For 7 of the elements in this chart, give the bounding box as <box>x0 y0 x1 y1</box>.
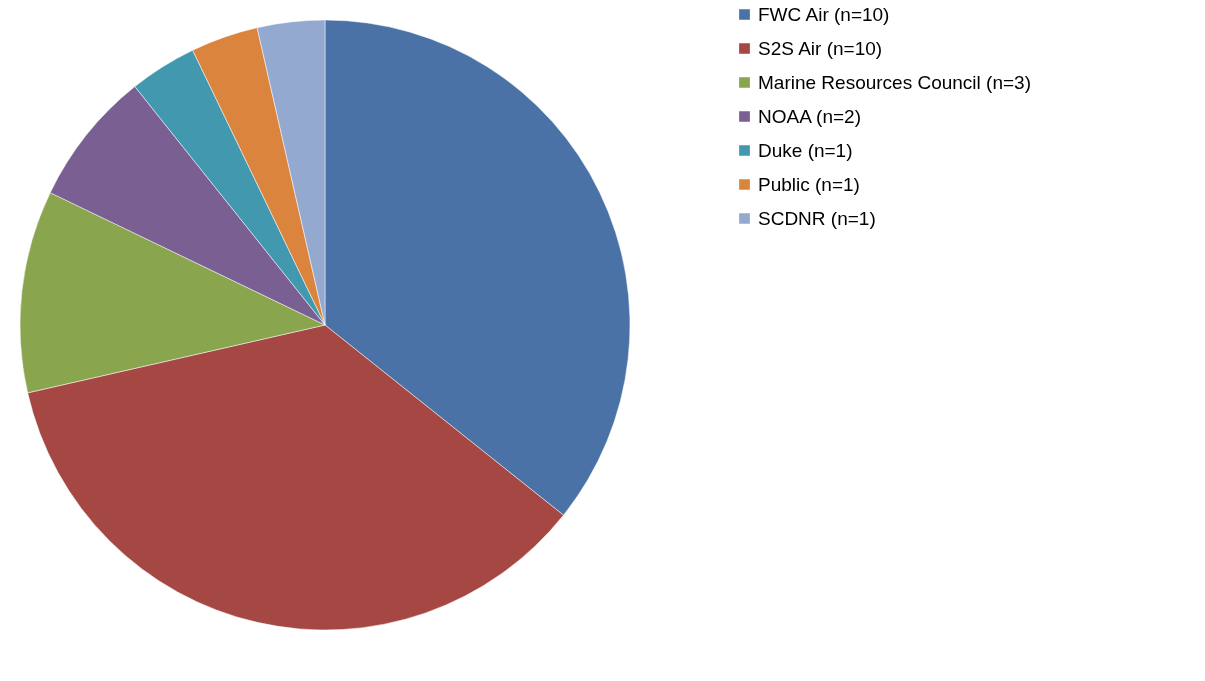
legend-label: Public (n=1) <box>758 173 860 195</box>
legend-label: NOAA (n=2) <box>758 105 861 127</box>
legend-label: Duke (n=1) <box>758 139 853 161</box>
legend-label: Marine Resources Council (n=3) <box>758 71 1031 93</box>
legend-label: SCDNR (n=1) <box>758 207 876 229</box>
legend-label: S2S Air (n=10) <box>758 37 883 59</box>
legend-label: FWC Air (n=10) <box>758 3 890 25</box>
